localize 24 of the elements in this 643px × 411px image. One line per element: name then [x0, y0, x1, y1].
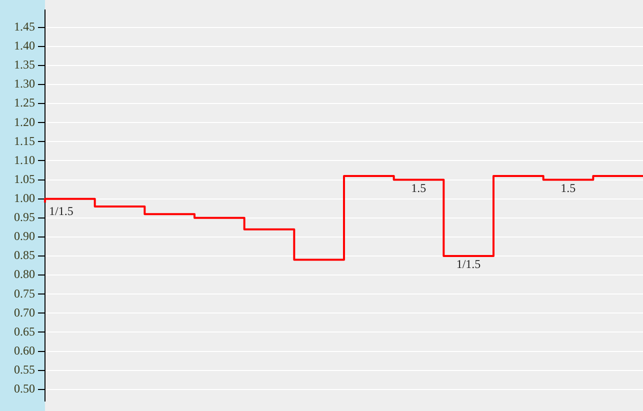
y-tick-label: 1.35 — [14, 58, 35, 72]
y-tick-label: 1.00 — [14, 190, 35, 205]
y-tick-label: 1.10 — [14, 152, 35, 167]
y-tick-label: 1.15 — [14, 134, 35, 148]
y-tick-label: 0.50 — [14, 382, 35, 396]
y-tick-label: 1.40 — [14, 38, 35, 53]
annotation: 1/1.5 — [49, 204, 74, 218]
y-tick-label: 0.80 — [14, 267, 35, 282]
y-tick-label: 1.45 — [14, 20, 35, 34]
y-tick-label: 1.20 — [14, 114, 35, 129]
y-tick-label: 0.85 — [14, 248, 35, 262]
y-tick-label: 0.55 — [14, 362, 35, 376]
y-tick-label: 0.95 — [14, 210, 35, 224]
y-tick-label: 1.25 — [14, 96, 35, 110]
y-tick-label: 0.65 — [14, 324, 35, 338]
y-tick-label: 0.60 — [14, 343, 35, 358]
y-tick-label: 0.75 — [14, 286, 35, 300]
y-tick-label: 0.90 — [14, 229, 35, 244]
y-tick-label: 1.30 — [14, 76, 35, 91]
annotation: 1/1.5 — [456, 257, 481, 272]
y-tick-label: 0.70 — [14, 305, 35, 320]
annotation: 1.5 — [411, 180, 426, 195]
y-tick-label: 1.05 — [14, 172, 35, 186]
annotation: 1.5 — [560, 180, 576, 195]
